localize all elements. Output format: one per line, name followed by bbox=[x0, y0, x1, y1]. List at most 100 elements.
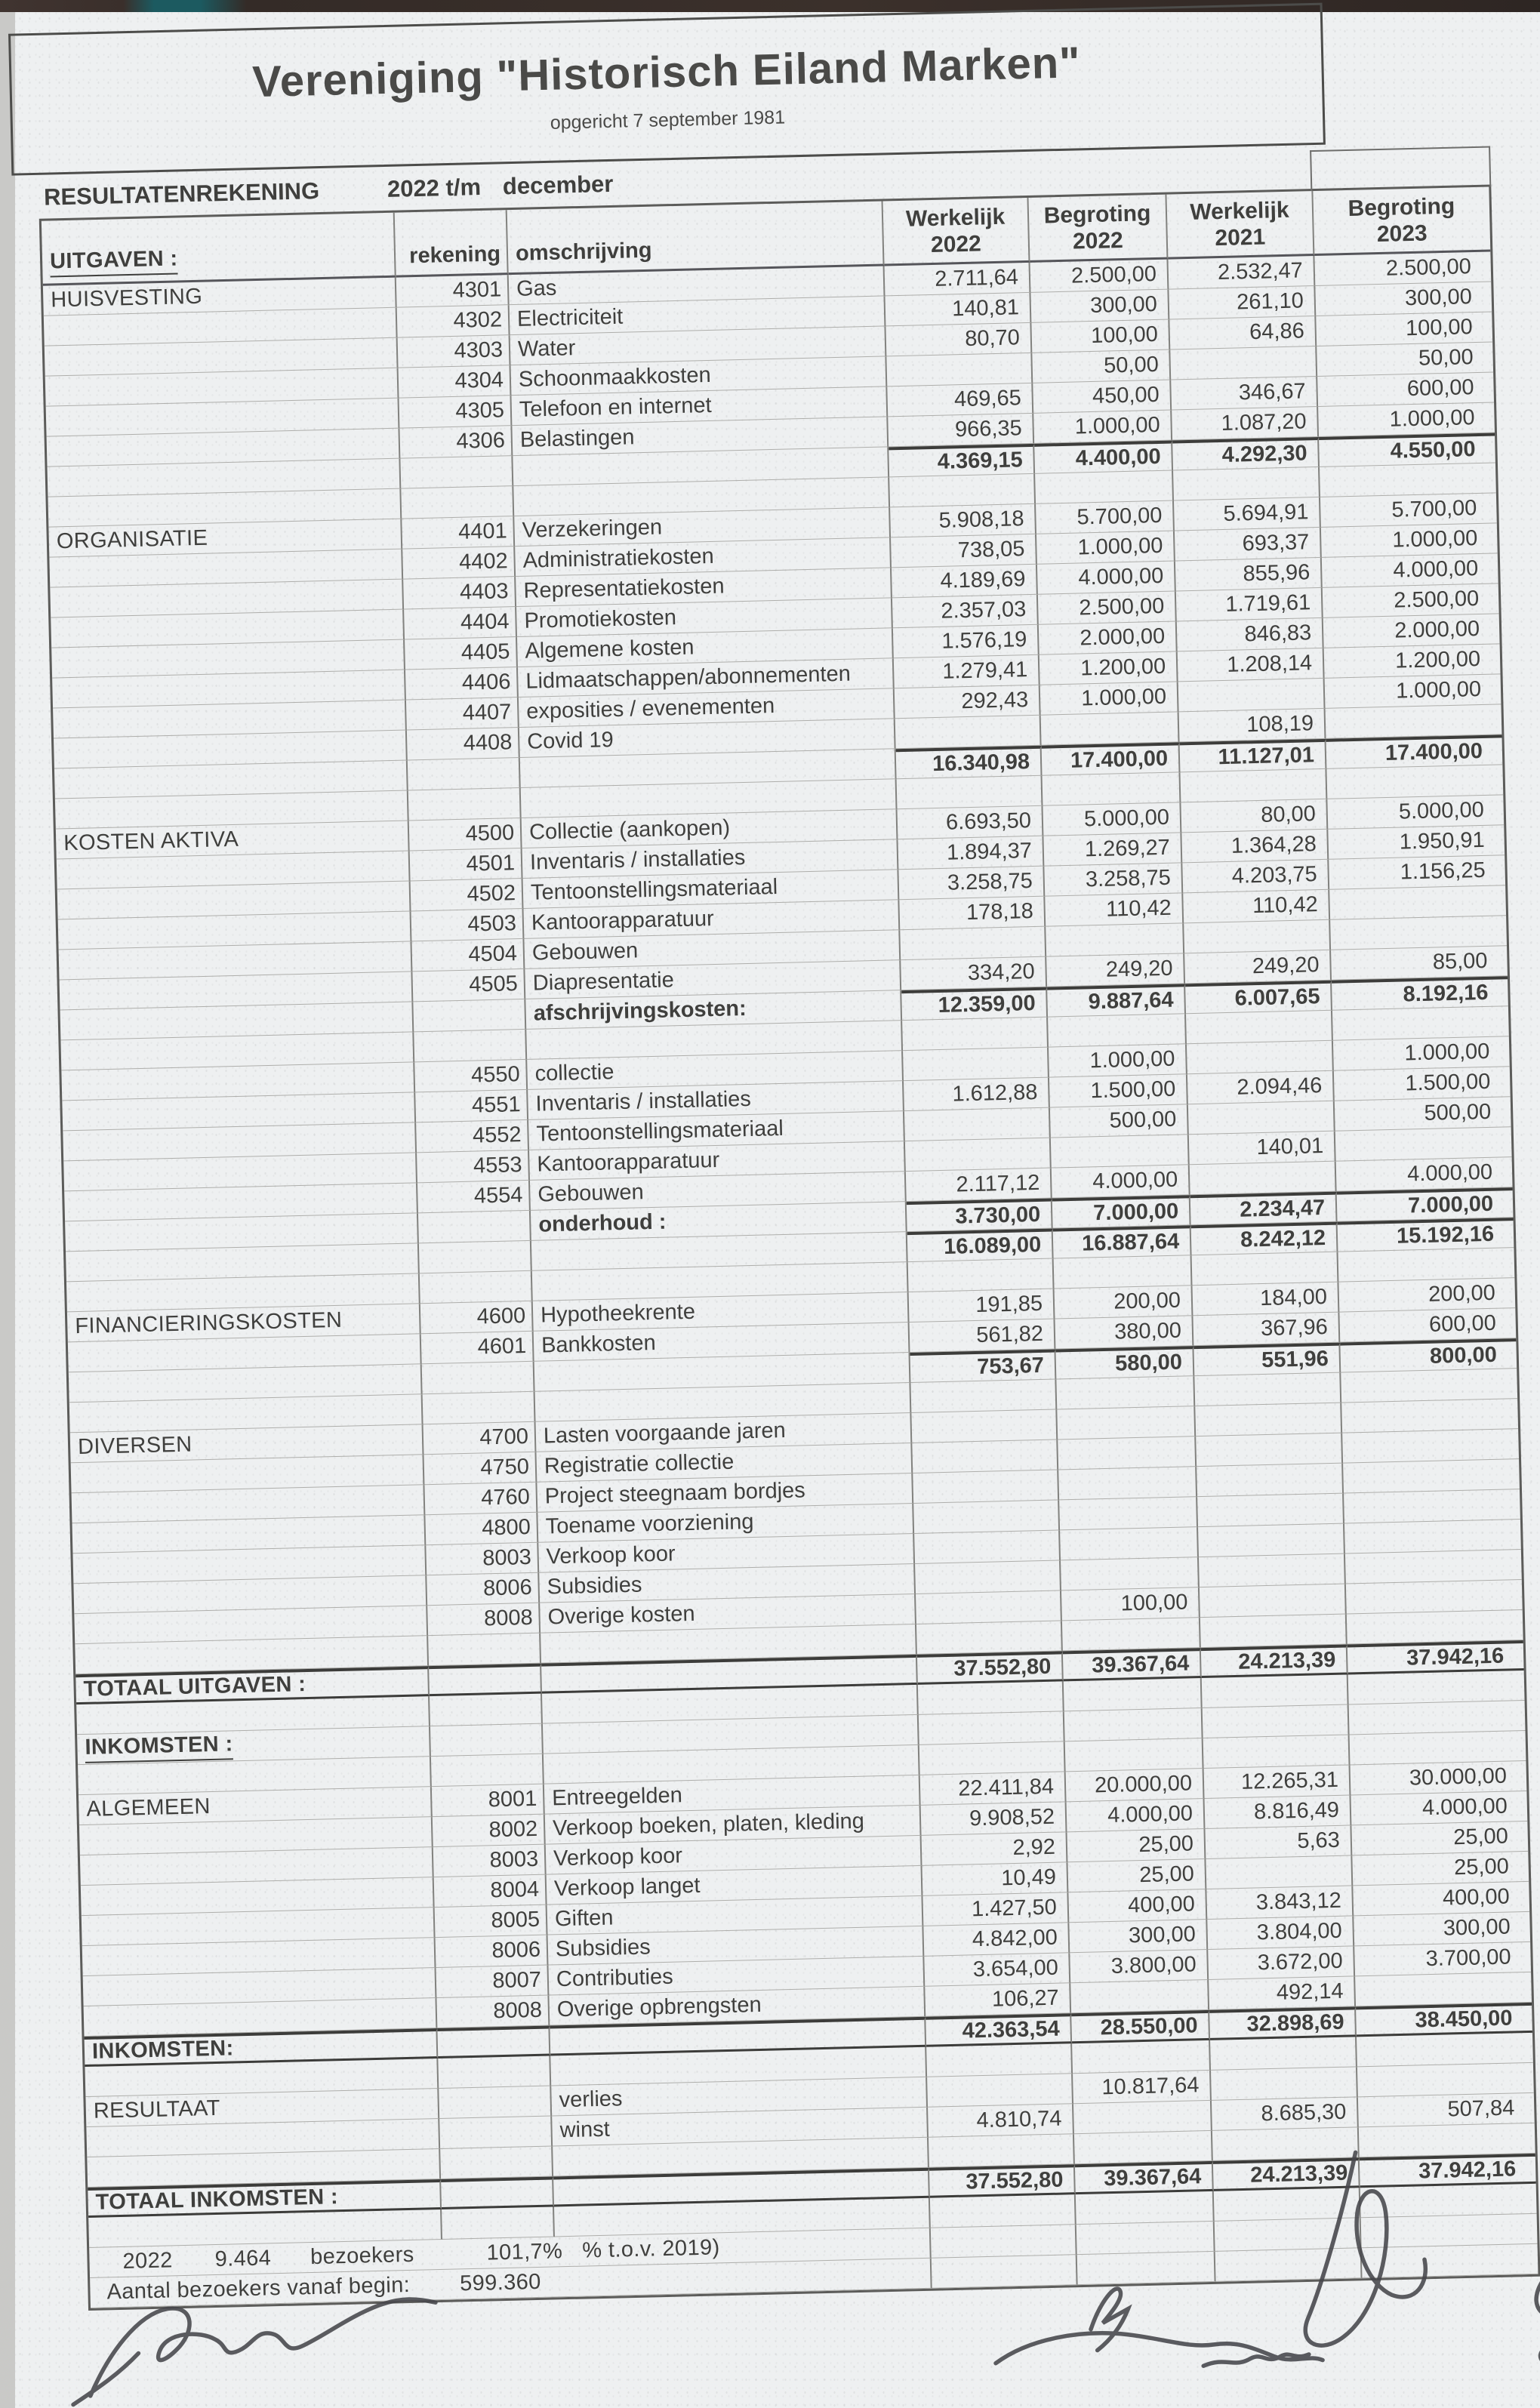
cell-value-begroting-2023: 25,00 bbox=[1352, 1851, 1529, 1886]
visitors-stat: bezoekers bbox=[310, 2242, 414, 2270]
cell-rekening bbox=[413, 999, 527, 1033]
total-visitors-label: Aantal bezoekers vanaf begin: bbox=[106, 2272, 411, 2305]
cell-value-werkelijk-2022 bbox=[895, 715, 1042, 750]
column-header-werkelijk-2022: Werkelijk 2022 bbox=[882, 197, 1030, 266]
cell-value-begroting-2023 bbox=[1346, 1610, 1523, 1645]
cell-value-werkelijk-2021: 367,96 bbox=[1193, 1312, 1341, 1347]
cell-value-werkelijk-2021: 2.234,47 bbox=[1190, 1191, 1338, 1226]
category-label: ALGEMEEN bbox=[86, 1794, 211, 1821]
cell-value-begroting-2022 bbox=[1073, 2100, 1212, 2135]
cell-value-werkelijk-2022 bbox=[904, 1138, 1052, 1172]
cell-value-begroting-2023: 2.500,00 bbox=[1314, 251, 1492, 286]
cell-value-begroting-2022 bbox=[1075, 2191, 1215, 2225]
cell-value bbox=[930, 2225, 1077, 2259]
cell-rekening: 8008 bbox=[427, 1603, 541, 1637]
cell-value-werkelijk-2022 bbox=[889, 473, 1036, 508]
cell-value-begroting-2022: 580,00 bbox=[1055, 1346, 1195, 1380]
cell-value-werkelijk-2021: 846,83 bbox=[1176, 617, 1324, 652]
cell-value-werkelijk-2021: 4.292,30 bbox=[1172, 436, 1320, 471]
cell-value-werkelijk-2022: 37.552,80 bbox=[916, 1651, 1064, 1685]
cell-rekening: 4760 bbox=[424, 1482, 538, 1516]
cell-value-begroting-2022: 5.700,00 bbox=[1036, 500, 1175, 534]
category-label: INKOMSTEN: bbox=[91, 2036, 234, 2064]
cell-rekening: 8007 bbox=[436, 1965, 550, 1999]
cell-value-werkelijk-2021: 249,20 bbox=[1184, 950, 1332, 984]
cell-value-begroting-2023: 30.000,00 bbox=[1350, 1760, 1527, 1796]
cell-rekening: 4404 bbox=[404, 607, 518, 640]
cell-value-begroting-2022: 300,00 bbox=[1030, 289, 1170, 323]
cell-rekening: 4503 bbox=[411, 908, 525, 942]
cell-value-werkelijk-2021: 1.087,20 bbox=[1172, 406, 1320, 441]
cell-value-werkelijk-2021 bbox=[1203, 1735, 1351, 1769]
cell-rekening bbox=[442, 2206, 555, 2240]
cell-rekening: 8004 bbox=[433, 1874, 547, 1908]
org-title: Vereniging "Historisch Eiland Marken" bbox=[251, 38, 1082, 107]
cell-value-begroting-2022 bbox=[1035, 470, 1174, 504]
cell-value-werkelijk-2022 bbox=[913, 1470, 1060, 1504]
cell-value-werkelijk-2021: 6.007,65 bbox=[1185, 980, 1332, 1015]
cell-value-begroting-2022 bbox=[1056, 1376, 1196, 1410]
cell-value-werkelijk-2021 bbox=[1201, 1674, 1349, 1709]
cell-value-werkelijk-2022 bbox=[927, 2074, 1073, 2108]
cell-value-begroting-2022: 1.000,00 bbox=[1033, 410, 1173, 444]
cell-value-werkelijk-2022 bbox=[916, 1590, 1062, 1624]
cell-value-begroting-2023: 600,00 bbox=[1317, 372, 1495, 407]
cell-value-begroting-2023: 300,00 bbox=[1315, 282, 1492, 316]
signature-treasurer bbox=[71, 2297, 438, 2407]
report-title: RESULTATENREKENING bbox=[43, 177, 320, 211]
category-label: KOSTEN AKTIVA bbox=[63, 827, 239, 856]
cell-value-begroting-2023: 25,00 bbox=[1351, 1821, 1529, 1856]
cell-value-begroting-2023 bbox=[1344, 1489, 1520, 1524]
cell-value-begroting-2023: 100,00 bbox=[1316, 312, 1493, 346]
title-box: Vereniging "Historisch Eiland Marken" op… bbox=[8, 2, 1326, 176]
cell-value-begroting-2022 bbox=[1064, 1708, 1203, 1742]
cell-value-werkelijk-2021: 3.843,12 bbox=[1206, 1886, 1354, 1920]
cell-value-werkelijk-2022 bbox=[929, 2194, 1076, 2228]
cell-value-werkelijk-2021: 693,37 bbox=[1174, 527, 1322, 562]
cell-value-begroting-2023 bbox=[1329, 885, 1507, 920]
cell-value-begroting-2023: 1.500,00 bbox=[1333, 1067, 1511, 1101]
cell-value-werkelijk-2022: 3.730,00 bbox=[906, 1198, 1053, 1233]
cell-value-werkelijk-2021 bbox=[1200, 1614, 1348, 1649]
cell-rekening: 4553 bbox=[417, 1150, 530, 1184]
cell-value-begroting-2023: 5.700,00 bbox=[1320, 493, 1497, 528]
cell-value bbox=[931, 2255, 1078, 2289]
cell-value-begroting-2023 bbox=[1345, 1580, 1523, 1615]
cell-value-begroting-2022 bbox=[1058, 1467, 1198, 1501]
cell-value-begroting-2023: 400,00 bbox=[1353, 1881, 1530, 1917]
cell-value-werkelijk-2022: 140,81 bbox=[885, 292, 1032, 327]
cell-value-werkelijk-2021: 4.203,75 bbox=[1182, 859, 1330, 894]
cell-value-werkelijk-2021 bbox=[1187, 1101, 1335, 1135]
cell-value-werkelijk-2021: 5,63 bbox=[1205, 1825, 1353, 1859]
cell-value-begroting-2023: 1.000,00 bbox=[1318, 402, 1495, 437]
cell-value-begroting-2022 bbox=[1058, 1436, 1197, 1470]
cell-value-begroting-2023 bbox=[1348, 1700, 1526, 1735]
cell-value-werkelijk-2022 bbox=[914, 1530, 1061, 1564]
cell-value-werkelijk-2021: 12.265,31 bbox=[1203, 1765, 1351, 1800]
cell-value-begroting-2023: 38.450,00 bbox=[1356, 2002, 1532, 2037]
cell-rekening bbox=[440, 2146, 554, 2179]
cell-value-werkelijk-2021: 3.804,00 bbox=[1207, 1916, 1355, 1950]
cell-value-begroting-2023 bbox=[1344, 1520, 1521, 1554]
cell-value-begroting-2022: 4.000,00 bbox=[1051, 1165, 1190, 1199]
cell-rekening bbox=[407, 757, 521, 791]
cell-value-begroting-2022 bbox=[1072, 2040, 1211, 2074]
cell-value-werkelijk-2021: 110,42 bbox=[1183, 889, 1331, 924]
category-label: DIVERSEN bbox=[77, 1432, 192, 1460]
cell-rekening: 4501 bbox=[409, 848, 523, 882]
uitgaven-label: UITGAVEN : bbox=[49, 246, 178, 278]
results-table: UITGAVEN : rekening omschrijving Werkeli… bbox=[38, 146, 1540, 2311]
cell-value-werkelijk-2022: 1.612,88 bbox=[904, 1077, 1050, 1112]
total-visitors-value: 599.360 bbox=[459, 2269, 542, 2296]
cell-value-werkelijk-2021 bbox=[1198, 1553, 1346, 1588]
cell-value-begroting-2023: 507,84 bbox=[1357, 2092, 1535, 2128]
cell-value-werkelijk-2022: 80,70 bbox=[886, 322, 1033, 357]
cell-value-werkelijk-2022: 12.359,00 bbox=[901, 987, 1049, 1021]
cell-value-werkelijk-2022: 16.089,00 bbox=[907, 1228, 1054, 1263]
cell-rekening: 4550 bbox=[414, 1059, 528, 1093]
report-period: 2022 t/m bbox=[387, 174, 482, 202]
cell-value-werkelijk-2022 bbox=[907, 1258, 1055, 1293]
cell-value-werkelijk-2022 bbox=[917, 1681, 1064, 1715]
cell-value-begroting-2023 bbox=[1357, 2032, 1533, 2068]
